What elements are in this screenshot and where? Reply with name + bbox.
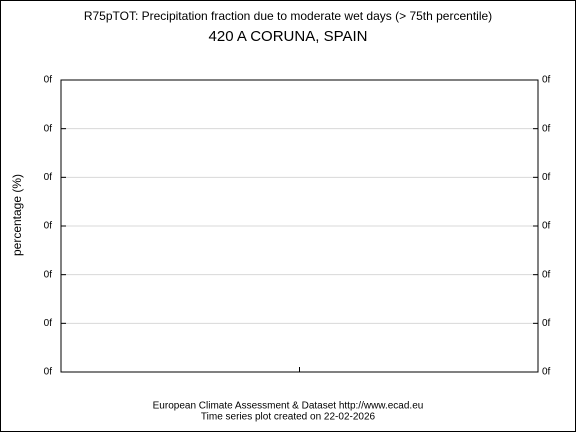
chart-subtitle: 420 A CORUNA, SPAIN (209, 28, 368, 45)
y2-tick-label: 0f (542, 269, 551, 280)
y2-tick-label: 0f (542, 221, 551, 232)
y2-tick-label: 0f (542, 75, 551, 86)
y-tick-label: 0f (44, 318, 53, 329)
y2-tick-label: 0f (542, 318, 551, 329)
y2-tick-label: 0f (542, 367, 551, 378)
y-tick-label: 0f (44, 367, 53, 378)
plot-area: 0f 0f 0f 0f 0f 0f 0f 0f 0f 0f 0f 0f 0f 0f (44, 75, 551, 378)
chart-title: R75pTOT: Precipitation fraction due to m… (84, 9, 492, 23)
footer-line: European Climate Assessment & Dataset ht… (153, 401, 424, 412)
footer-line: Time series plot created on 22-02-2026 (201, 412, 376, 423)
y-tick-label: 0f (44, 269, 53, 280)
y-tick-label: 0f (44, 123, 53, 134)
y-tick-label: 0f (44, 75, 53, 86)
y-tick-label: 0f (44, 172, 53, 183)
y2-tick-label: 0f (542, 172, 551, 183)
y-axis-label: percentage (%) (10, 174, 24, 256)
plot-border (60, 79, 539, 373)
y-tick-label: 0f (44, 221, 53, 232)
y2-tick-label: 0f (542, 123, 551, 134)
